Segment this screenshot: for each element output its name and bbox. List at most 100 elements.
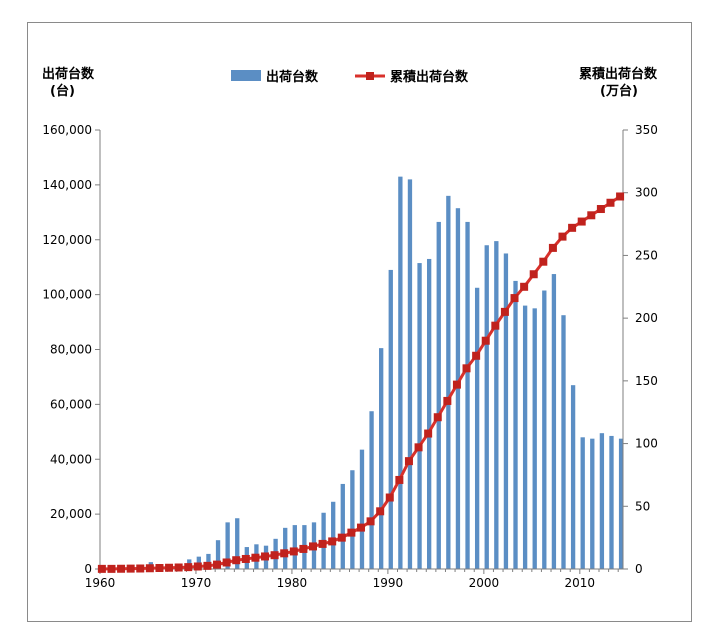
cumulative-point-1992 (404, 457, 413, 466)
cumulative-point-1989 (376, 507, 385, 516)
right-tick-label: 0 (635, 562, 643, 576)
bar-1992 (407, 179, 413, 569)
bar-1974 (235, 518, 240, 569)
cumulative-point-1974 (232, 556, 241, 565)
cumulative-point-1981 (299, 544, 308, 553)
bar-1973 (225, 522, 230, 569)
cumulative-point-2014 (616, 192, 625, 201)
legend-line-label: 累積出荷台数 (390, 69, 469, 85)
cumulative-point-2000 (481, 336, 490, 345)
bar-1971 (206, 553, 211, 569)
bar-2008 (561, 315, 566, 569)
cumulative-point-1984 (328, 537, 337, 546)
bar-1972 (215, 540, 221, 569)
line-series (97, 192, 625, 573)
bar-2004 (522, 305, 528, 569)
left-tick-label: 80,000 (50, 343, 92, 357)
cumulative-point-1975 (241, 554, 250, 563)
bar-1991 (398, 176, 403, 569)
bar-2007 (551, 274, 557, 569)
cumulative-point-2002 (500, 307, 509, 316)
bar-series (100, 176, 624, 570)
cumulative-point-1962 (117, 564, 126, 573)
cumulative-point-1993 (414, 443, 423, 452)
left-tick-label: 120,000 (42, 233, 92, 247)
cumulative-point-1982 (309, 542, 317, 551)
left-tick-label: 140,000 (42, 178, 92, 192)
bar-1994 (426, 258, 432, 569)
cumulative-point-1970 (193, 562, 202, 571)
bar-2000 (484, 245, 489, 570)
bar-1979 (283, 527, 288, 569)
cumulative-point-1983 (318, 539, 327, 548)
bar-2003 (513, 280, 518, 569)
cumulative-point-1980 (289, 547, 298, 556)
cumulative-point-1964 (136, 564, 145, 573)
legend-bar-swatch (231, 70, 261, 81)
bar-1980 (292, 525, 297, 569)
cumulative-point-1986 (347, 528, 356, 537)
bar-1986 (350, 470, 355, 569)
bar-1985 (340, 483, 345, 569)
cumulative-point-2001 (491, 321, 500, 330)
cumulative-point-1965 (145, 564, 154, 573)
cumulative-point-1963 (126, 564, 135, 573)
x-tick-label: 1990 (373, 576, 404, 590)
cumulative-point-2013 (606, 198, 615, 207)
left-tick-label: 20,000 (50, 507, 92, 521)
cumulative-point-1967 (165, 563, 174, 572)
bar-2012 (599, 433, 605, 569)
right-tick-label: 300 (635, 186, 658, 200)
cumulative-point-1979 (280, 549, 289, 558)
bar-1998 (465, 221, 470, 570)
right-tick-label: 200 (635, 311, 658, 325)
cumulative-point-2007 (548, 243, 557, 252)
cumulative-point-1969 (184, 563, 193, 572)
cumulative-point-1971 (203, 561, 212, 570)
bar-2002 (503, 253, 509, 569)
bar-2006 (542, 290, 547, 569)
cumulative-point-1999 (472, 351, 481, 360)
cumulative-point-1990 (385, 493, 394, 502)
bar-2005 (532, 308, 537, 569)
cumulative-point-1976 (251, 553, 260, 562)
right-tick-label: 50 (635, 499, 650, 513)
right-axis-title-line1: 累積出荷台数 (579, 66, 658, 82)
x-tick-label: 1970 (181, 576, 212, 590)
bar-1995 (436, 221, 441, 570)
cumulative-point-2011 (587, 211, 596, 220)
x-tick-label: 2010 (565, 576, 596, 590)
cumulative-point-2012 (596, 205, 605, 214)
cumulative-point-2004 (520, 282, 529, 291)
cumulative-point-2008 (558, 232, 567, 241)
cumulative-point-1961 (107, 564, 116, 573)
cumulative-point-1987 (356, 523, 365, 532)
x-tick-label: 2000 (469, 576, 500, 590)
bar-2011 (590, 438, 595, 569)
cumulative-point-1994 (424, 429, 433, 438)
bar-2001 (494, 241, 499, 569)
right-tick-label: 150 (635, 374, 658, 388)
bar-1999 (474, 287, 480, 569)
bar-1984 (331, 501, 336, 569)
cumulative-point-2010 (577, 217, 586, 226)
cumulative-point-1997 (452, 380, 461, 389)
cumulative-point-2005 (529, 270, 538, 279)
cumulative-point-1977 (261, 552, 270, 561)
cumulative-point-1968 (174, 563, 183, 572)
cumulative-point-1978 (270, 551, 279, 560)
cumulative-point-1985 (337, 533, 346, 542)
left-tick-label: 40,000 (50, 452, 92, 466)
cumulative-point-1966 (155, 564, 164, 572)
cumulative-point-2003 (510, 294, 519, 303)
bar-2009 (570, 385, 576, 569)
bar-1990 (388, 269, 393, 569)
cumulative-point-2009 (568, 223, 577, 232)
cumulative-point-1991 (395, 475, 404, 484)
bar-2013 (609, 435, 614, 569)
bar-1987 (359, 449, 365, 569)
bar-1993 (417, 263, 422, 569)
cumulative-point-1960 (97, 564, 106, 573)
bar-1989 (379, 348, 384, 569)
